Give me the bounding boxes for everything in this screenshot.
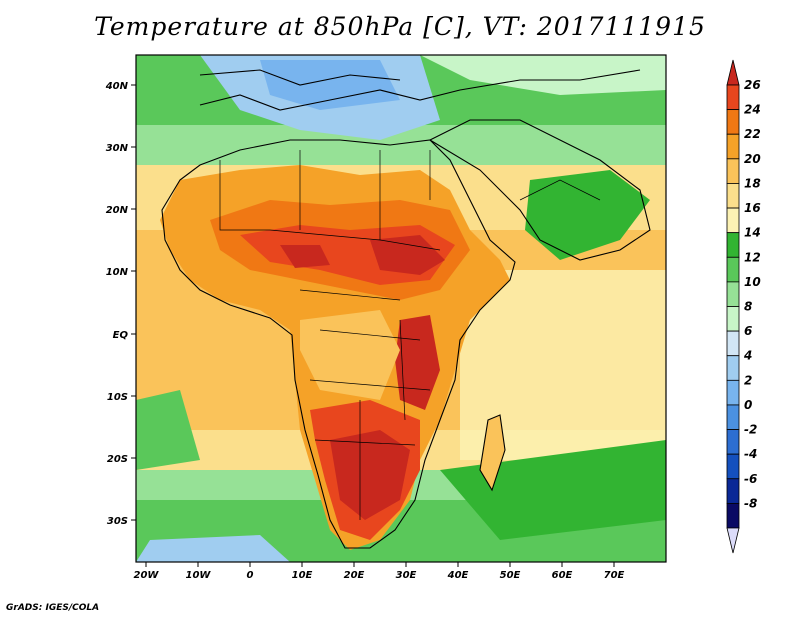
latitude-axis: 40N 30N 20N 10N EQ 10S 20S 30S — [105, 81, 136, 527]
lat-label: 10N — [106, 267, 129, 278]
colorbar-swatch — [726, 478, 740, 504]
temperature-field — [136, 55, 666, 562]
colorbar-swatch — [726, 355, 740, 381]
lat-label: 20N — [106, 205, 129, 216]
lat-label: 40N — [105, 81, 129, 92]
colorbar-label: 12 — [744, 250, 761, 264]
colorbar-swatch — [726, 232, 740, 258]
colorbar-swatch — [726, 109, 740, 135]
colorbar-label: 16 — [744, 201, 761, 215]
lat-label: 30N — [106, 143, 129, 154]
colorbar-swatch — [726, 502, 740, 529]
lon-label: 10W — [186, 570, 212, 581]
lon-label: 20E — [344, 570, 365, 581]
colorbar-label: 6 — [744, 324, 752, 338]
lon-label: 30E — [396, 570, 417, 581]
colorbar-swatch — [726, 306, 740, 332]
lon-label: 50E — [500, 570, 521, 581]
country-borders — [219, 150, 601, 520]
lat-label: EQ — [113, 330, 129, 341]
colorbar-label: 22 — [744, 127, 761, 141]
map-title: Temperature at 850hPa [C], VT: 201711191… — [94, 12, 706, 41]
lon-label: 0 — [247, 570, 254, 581]
colorbar-swatch — [726, 379, 740, 406]
colorbar-top-arrow — [726, 59, 740, 86]
colorbar-swatch — [726, 133, 740, 160]
lat-label: 10S — [107, 392, 128, 403]
colorbar-label: 4 — [743, 349, 752, 363]
lat-label: 30S — [107, 516, 128, 527]
colorbar-bottom-arrow — [726, 527, 740, 554]
map-frame — [135, 54, 667, 563]
lat-label: 20S — [107, 454, 128, 465]
colorbar-label: 20 — [744, 152, 761, 166]
colorbar-label: 2 — [744, 373, 752, 387]
colorbar-label: 10 — [744, 275, 761, 289]
colorbar-label: -8 — [744, 496, 757, 510]
lon-label: 70E — [604, 570, 625, 581]
footer-credit: GrADS: IGES/COLA — [6, 603, 100, 613]
colorbar-swatch — [726, 256, 740, 283]
colorbar-swatch — [726, 330, 740, 357]
colorbar-swatch — [726, 84, 740, 111]
colorbar-label: -6 — [744, 472, 757, 486]
colorbar-swatch — [726, 453, 740, 480]
lon-label: 10E — [292, 570, 313, 581]
lon-label: 40E — [447, 570, 469, 581]
coastlines — [161, 69, 651, 549]
lon-label: 20W — [134, 570, 160, 581]
colorbar-swatch — [726, 207, 740, 234]
colorbar-label: 26 — [744, 78, 761, 92]
lon-label: 60E — [552, 570, 573, 581]
colorbar-swatch — [726, 158, 740, 184]
colorbar-label: 0 — [744, 398, 752, 412]
colorbar-label: 18 — [744, 176, 761, 190]
colorbar-label: -4 — [744, 447, 757, 461]
colorbar-swatch — [726, 429, 740, 455]
colorbar-label: -2 — [744, 423, 757, 437]
colorbar-swatch — [726, 404, 740, 430]
colorbar-swatch — [726, 183, 740, 209]
colorbar-swatch — [726, 281, 740, 307]
longitude-axis: 20W 10W 0 10E 20E 30E 40E 50E 60E 70E — [134, 562, 625, 581]
colorbar-label: 14 — [744, 226, 761, 240]
colorbar-label: 24 — [744, 103, 761, 117]
colorbar-label: 8 — [744, 300, 752, 314]
